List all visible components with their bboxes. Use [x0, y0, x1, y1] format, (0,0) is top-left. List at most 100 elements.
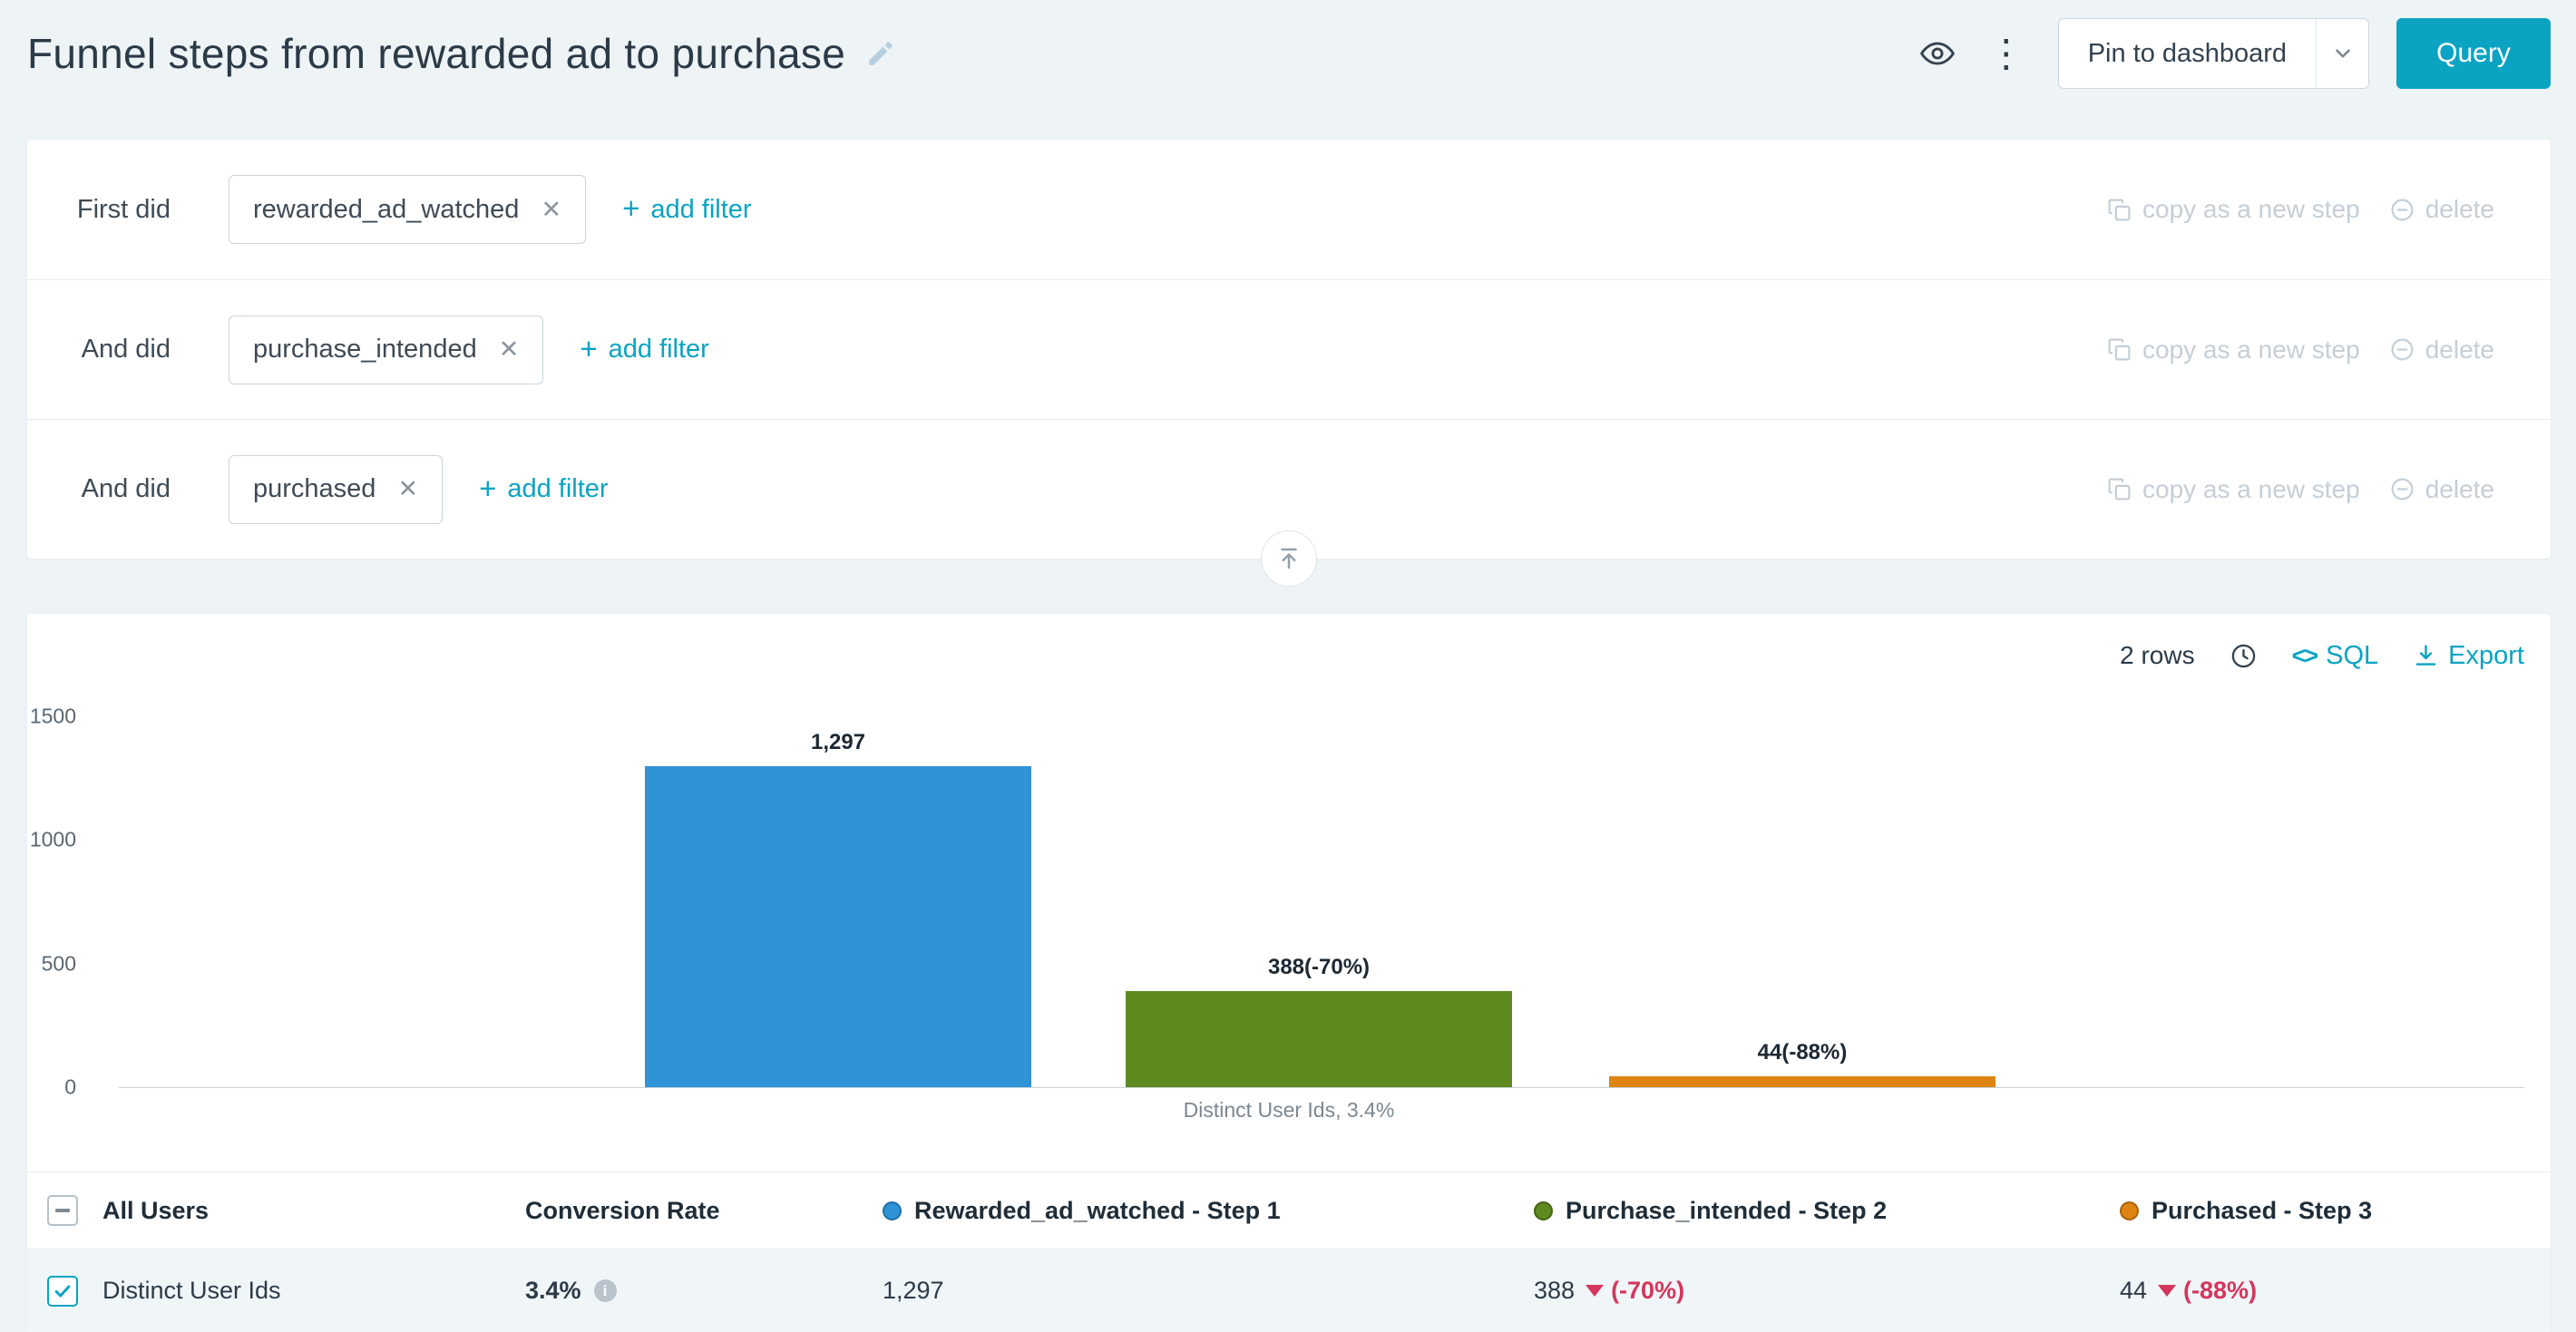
- delete-step-label: delete: [2425, 474, 2494, 503]
- edit-title-icon[interactable]: [865, 38, 896, 69]
- remove-event-icon[interactable]: ✕: [498, 335, 520, 363]
- results-table: All Users Conversion Rate Rewarded_ad_wa…: [27, 1172, 2551, 1332]
- table-header-row: All Users Conversion Rate Rewarded_ad_wa…: [27, 1172, 2551, 1249]
- bar-step-3[interactable]: [1609, 1076, 1995, 1087]
- funnel-steps-card: First did rewarded_ad_watched ✕ + add fi…: [27, 140, 2551, 587]
- results-card: 2 rows <> SQL Export 1500 1000 500 0 1,2…: [27, 614, 2551, 1332]
- delete-minus-circle-icon: [2391, 338, 2414, 361]
- step-3-cell: 44 (-88%): [2120, 1277, 2551, 1305]
- more-options-kebab-icon[interactable]: ⋮: [1986, 32, 2025, 74]
- column-header-step-3: Purchased - Step 3: [2120, 1197, 2551, 1225]
- top-header: Funnel steps from rewarded ad to purchas…: [0, 0, 2576, 107]
- column-header-step-2: Purchase_intended - Step 2: [1534, 1197, 2120, 1225]
- row-checkbox[interactable]: [47, 1275, 78, 1307]
- add-filter-link[interactable]: + add filter: [622, 191, 752, 225]
- header-checkbox-cell: [27, 1195, 102, 1226]
- plus-icon: +: [622, 191, 640, 225]
- bar-group-step-1: 1,297: [645, 730, 1031, 1087]
- event-chip[interactable]: rewarded_ad_watched ✕: [229, 175, 587, 244]
- event-chip-label: purchase_intended: [253, 335, 477, 364]
- delete-minus-circle-icon: [2391, 478, 2414, 501]
- arrow-up-to-line-icon: [1281, 548, 1297, 569]
- bar-group-step-3: 44(-88%): [1609, 1040, 1995, 1087]
- add-filter-label: add filter: [507, 474, 609, 503]
- step-prefix: First did: [76, 194, 171, 224]
- copy-icon: [2108, 199, 2131, 220]
- row-checkbox-cell: [27, 1275, 102, 1307]
- query-time-clock-icon[interactable]: [2230, 642, 2258, 670]
- bar-step-1[interactable]: [645, 766, 1031, 1087]
- delete-step-button[interactable]: delete: [2389, 475, 2494, 504]
- sql-link[interactable]: <> SQL: [2292, 641, 2379, 671]
- step-1-value: 1,297: [883, 1277, 944, 1304]
- step-prefix: And did: [81, 474, 171, 503]
- bar-value-label: 44(-88%): [1757, 1040, 1848, 1065]
- column-header-step-1: Rewarded_ad_watched - Step 1: [883, 1197, 1534, 1225]
- event-chip-label: purchased: [253, 474, 376, 503]
- add-filter-link[interactable]: + add filter: [479, 471, 609, 505]
- copy-as-new-step-button[interactable]: copy as a new step: [2106, 195, 2360, 224]
- decrease-triangle-icon: [2158, 1285, 2177, 1297]
- event-chip[interactable]: purchased ✕: [229, 454, 444, 524]
- delete-step-button[interactable]: delete: [2389, 335, 2494, 365]
- export-label: Export: [2448, 640, 2524, 670]
- export-link[interactable]: Export: [2413, 641, 2524, 671]
- step-2-legend-label: Purchase_intended - Step 2: [1566, 1196, 1888, 1224]
- step-1-legend-dot: [883, 1201, 902, 1220]
- preview-eye-icon[interactable]: [1919, 36, 1955, 71]
- y-axis-tick: 1000: [29, 827, 76, 851]
- decrease-triangle-icon: [1586, 1285, 1605, 1297]
- column-header-all-users: All Users: [102, 1196, 210, 1224]
- sql-label: SQL: [2326, 640, 2379, 670]
- add-filter-link[interactable]: + add filter: [580, 334, 709, 365]
- funnel-bar-chart: 1500 1000 500 0 1,297 388(-70%) 44(-88%): [27, 677, 2551, 1099]
- remove-event-icon[interactable]: ✕: [397, 475, 419, 502]
- pin-to-dashboard-button[interactable]: Pin to dashboard: [2057, 18, 2369, 89]
- add-filter-label: add filter: [608, 335, 709, 364]
- bar-step-2[interactable]: [1126, 991, 1512, 1087]
- page-title: Funnel steps from rewarded ad to purchas…: [27, 30, 846, 77]
- code-icon: <>: [2291, 641, 2319, 669]
- copy-as-new-step-label: copy as a new step: [2142, 195, 2360, 223]
- step-3-legend-label: Purchased - Step 3: [2152, 1196, 2373, 1224]
- step-3-delta: (-88%): [2183, 1277, 2258, 1304]
- step-2-value: 388: [1534, 1277, 1576, 1304]
- step-row-actions: copy as a new step delete: [2106, 335, 2494, 365]
- pin-to-dashboard-label: Pin to dashboard: [2087, 38, 2287, 68]
- event-chip[interactable]: purchase_intended ✕: [229, 315, 544, 384]
- step-3-value: 44: [2120, 1277, 2148, 1304]
- delete-minus-circle-icon: [2391, 199, 2414, 220]
- results-toolbar: 2 rows <> SQL Export: [27, 634, 2551, 677]
- step-1-legend-label: Rewarded_ad_watched - Step 1: [914, 1196, 1281, 1224]
- bar-group-step-2: 388(-70%): [1126, 955, 1512, 1087]
- funnel-step-row-3: And did purchased ✕ + add filter copy as…: [27, 419, 2551, 559]
- select-all-checkbox[interactable]: [47, 1195, 78, 1226]
- step-2-delta: (-70%): [1611, 1277, 1685, 1304]
- delete-step-button[interactable]: delete: [2389, 195, 2494, 224]
- delete-step-label: delete: [2425, 335, 2494, 364]
- copy-icon: [2108, 338, 2131, 361]
- pin-dropdown-caret[interactable]: [2316, 19, 2368, 88]
- x-axis-line: [119, 1087, 2524, 1088]
- rows-count: 2 rows: [2120, 641, 2195, 669]
- plus-icon: +: [479, 471, 497, 505]
- remove-event-icon[interactable]: ✕: [541, 195, 562, 223]
- table-data-row[interactable]: Distinct User Ids 3.4% i 1,297 388 (-70%…: [27, 1249, 2551, 1332]
- copy-as-new-step-button[interactable]: copy as a new step: [2106, 335, 2360, 365]
- step-3-legend-dot: [2120, 1201, 2139, 1220]
- y-axis-tick: 1500: [29, 704, 76, 728]
- step-row-actions: copy as a new step delete: [2106, 475, 2494, 504]
- y-axis-tick: 0: [64, 1074, 76, 1099]
- event-chip-label: rewarded_ad_watched: [253, 194, 520, 224]
- collapse-query-builder-button[interactable]: [1261, 530, 1317, 587]
- download-icon: [2415, 644, 2436, 666]
- step-2-legend-dot: [1534, 1201, 1553, 1220]
- info-icon[interactable]: i: [593, 1279, 617, 1302]
- query-button[interactable]: Query: [2396, 18, 2551, 89]
- copy-icon: [2108, 478, 2131, 501]
- row-name: Distinct User Ids: [102, 1277, 281, 1304]
- delete-step-label: delete: [2425, 195, 2494, 223]
- step-row-actions: copy as a new step delete: [2106, 195, 2494, 224]
- copy-as-new-step-button[interactable]: copy as a new step: [2106, 475, 2360, 504]
- funnel-step-row-1: First did rewarded_ad_watched ✕ + add fi…: [27, 140, 2551, 279]
